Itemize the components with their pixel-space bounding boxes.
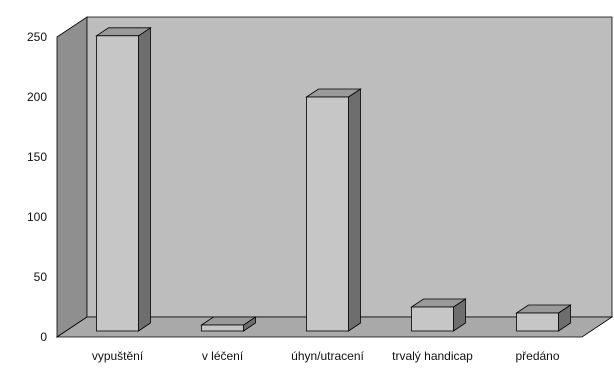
category-label: předáno — [515, 349, 559, 363]
y-tick-label: 250 — [27, 30, 47, 44]
bar — [410, 298, 467, 332]
bar-front — [96, 35, 139, 332]
y-axis-ticks: 0 50 100 150 200 250 — [27, 30, 47, 344]
bar-side — [138, 27, 151, 332]
category-label: v léčení — [202, 349, 244, 363]
category-label: úhyn/utracení — [291, 349, 364, 363]
y-tick-label: 100 — [27, 210, 47, 224]
bar-side — [348, 88, 361, 332]
x-axis-labels: vypuštění v léčení úhyn/utracení trvalý han… — [92, 349, 560, 363]
bars — [95, 27, 572, 332]
bar — [200, 316, 257, 332]
bar-front — [411, 306, 454, 332]
side-wall — [56, 16, 88, 338]
bar-front — [306, 96, 349, 332]
y-tick-label: 0 — [40, 330, 47, 344]
bar-front — [201, 324, 244, 332]
category-label: trvalý handicap — [392, 349, 473, 363]
bar — [95, 27, 152, 332]
y-tick-label: 150 — [27, 150, 47, 164]
bar — [515, 304, 572, 332]
bar — [305, 88, 362, 332]
category-label: vypuštění — [92, 349, 144, 363]
bar-front — [516, 312, 559, 332]
y-tick-label: 200 — [27, 90, 47, 104]
y-tick-label: 50 — [34, 270, 48, 284]
